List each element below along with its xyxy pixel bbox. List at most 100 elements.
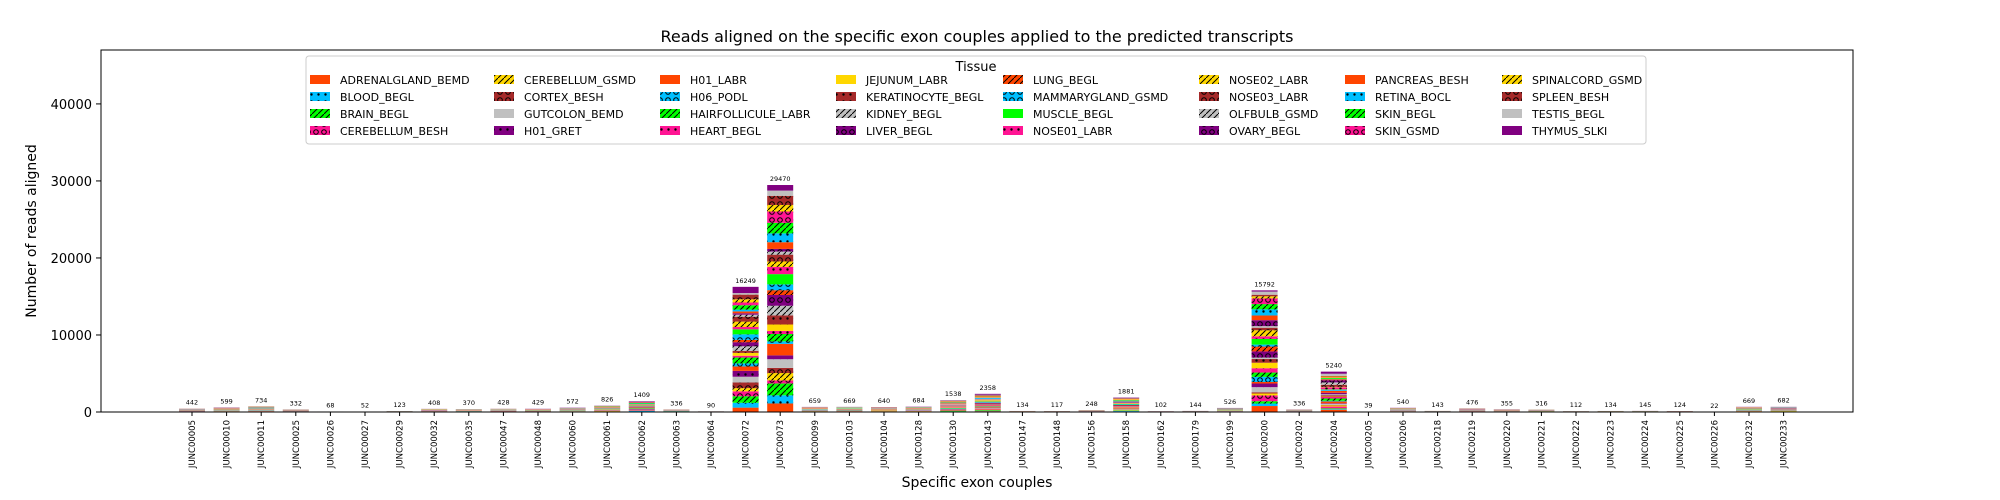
bar-segment-hatch — [732, 294, 759, 300]
legend-swatch-hatch — [836, 92, 856, 101]
bar-segment-adrenalgland-bemd — [1251, 406, 1278, 412]
legend-swatch — [1345, 75, 1365, 84]
bar-junc00206 — [1390, 407, 1416, 412]
legend-title: Tissue — [955, 60, 997, 75]
bar-segment-blood-begl — [628, 410, 655, 412]
bar-total-label: 540 — [1397, 398, 1409, 406]
bar-segment-gutcolon-bemd — [974, 408, 1001, 409]
legend-item-blood-begl: BLOOD_BEGL — [310, 91, 415, 104]
bar-junc00233 — [1770, 406, 1797, 412]
legend-label: NOSE01_LABR — [1033, 125, 1113, 138]
bar-segment-hatch — [732, 370, 759, 377]
bar-segment-hatch — [767, 330, 794, 335]
bar-segment-h01-gret — [1320, 403, 1347, 404]
legend-label: MAMMARYGLAND_GSMD — [1033, 91, 1168, 104]
legend-frame — [305, 55, 1647, 145]
bar-segment-brain-begl — [1320, 408, 1347, 410]
legend-item-liver-begl: LIVER_BEGL — [836, 125, 933, 138]
bar-total-label: 134 — [1016, 401, 1028, 409]
legend-swatch-hatch — [310, 92, 330, 101]
bar-segment-ovary-begl — [1113, 401, 1140, 403]
legend-label: LUNG_BEGL — [1033, 74, 1099, 87]
legend-item-brain-begl: BRAIN_BEGL — [310, 108, 409, 121]
bar-segment-hatch — [732, 299, 759, 303]
y-tick-label: 0 — [84, 406, 92, 421]
bar-total-label: 2358 — [980, 384, 997, 392]
bar-segment-skin-begl — [628, 403, 655, 404]
bar-segment-hatch — [1251, 383, 1278, 388]
bar-segment-hatch — [767, 315, 794, 325]
bar-segment-hatch — [767, 195, 794, 205]
bar-segment-hatch — [767, 355, 794, 360]
bar-segment-thymus-slki — [1251, 290, 1278, 292]
bar-segment-spleen-besh — [1113, 398, 1140, 399]
legend-label: GUTCOLON_BEMD — [524, 108, 624, 121]
bar-segment-testis-begl — [767, 190, 794, 196]
legend-swatch — [1502, 126, 1522, 135]
bar-segment-testis-begl — [1320, 373, 1347, 376]
bar-segment-hatch — [1251, 376, 1278, 382]
bar-segment-spleen-besh — [974, 395, 1001, 397]
legend-label: OVARY_BEGL — [1229, 125, 1301, 138]
bar-segment-hatch — [767, 211, 794, 223]
bar-segment-hairfollicule-labr — [974, 406, 1001, 407]
legend-item-heart-begl: HEART_BEGL — [660, 125, 762, 138]
x-tick-label: JUNC00200 — [1261, 420, 1271, 469]
bar-segment-nose01-labr — [940, 404, 967, 406]
legend-swatch-hatch — [494, 92, 514, 101]
bar-segment-hatch — [1251, 336, 1278, 339]
x-tick-label: JUNC00162 — [1157, 420, 1167, 469]
bar-segment-olfbulb-gsmd — [940, 403, 967, 405]
bar-total-label: 143 — [1431, 401, 1443, 409]
bar-junc00061 — [594, 405, 621, 412]
bar-segment-hatch — [732, 321, 759, 328]
x-tick-label: JUNC00032 — [430, 420, 440, 469]
legend-item-adrenalgland-bemd: ADRENALGLAND_BEMD — [310, 74, 470, 87]
bar-total-label: 826 — [601, 396, 613, 404]
bar-segment-keratinocyte-begl — [1320, 395, 1347, 397]
bar-segment-hatch — [1251, 327, 1278, 331]
bar-segment-cerebellum-gsmd — [1113, 409, 1140, 411]
bar-total-label: 336 — [1293, 399, 1305, 407]
legend-label: KIDNEY_BEGL — [866, 108, 942, 121]
bar-segment-hairfollicule-labr — [628, 407, 655, 409]
bar-junc00062 — [628, 401, 655, 412]
bar-segment-hatch — [732, 302, 759, 306]
legend-item-pancreas-besh: PANCREAS_BESH — [1345, 74, 1469, 87]
bar-segment-mammarygland-gsmd — [1113, 404, 1140, 406]
x-tick-label: JUNC00104 — [880, 420, 890, 469]
bar-segment-pancreas-besh — [1320, 379, 1347, 381]
bar-segment-adrenalgland-bemd — [732, 407, 759, 412]
bar-junc00010 — [213, 407, 240, 412]
x-tick-label: JUNC00128 — [915, 420, 925, 469]
bar-segment-h01-labr — [1113, 408, 1140, 409]
bar-segment-h01-labr — [1251, 381, 1278, 384]
legend-swatch-hatch — [1345, 109, 1365, 118]
x-tick-label: JUNC00099 — [811, 420, 821, 469]
bar-total-label: 355 — [1501, 399, 1513, 407]
bar-segment-hatch — [1251, 330, 1278, 337]
bar-segment-liver-begl — [974, 403, 1001, 404]
bar-segment-hatch — [732, 357, 759, 364]
bar-segment-hatch — [767, 341, 794, 344]
bar-total-label: 22 — [1710, 402, 1718, 410]
x-tick-label: JUNC00026 — [326, 420, 336, 469]
bar-junc00047 — [490, 408, 517, 412]
x-tick-label: JUNC00025 — [292, 420, 302, 469]
bar-segment-hatch — [732, 327, 759, 330]
legend-swatch-hatch — [1199, 92, 1219, 101]
bar-total-label: 16249 — [735, 277, 756, 285]
legend-swatch — [310, 75, 330, 84]
bar-segment-jejunum-labr — [940, 406, 967, 408]
bar-total-label: 144 — [1189, 401, 1201, 409]
bar-total-label: 370 — [463, 399, 475, 407]
bar-total-label: 145 — [1639, 401, 1651, 409]
bar-segment-h01-labr — [767, 343, 794, 356]
plot-frame — [100, 49, 1854, 413]
bar-segment-thymus-slki — [767, 185, 794, 191]
bar-total-label: 684 — [912, 397, 924, 405]
bar-total-label: 526 — [1224, 398, 1236, 406]
bar-segment-h01-labr — [974, 407, 1001, 409]
x-tick-label: JUNC00233 — [1780, 420, 1790, 469]
bar-total-label: 29470 — [770, 175, 791, 183]
